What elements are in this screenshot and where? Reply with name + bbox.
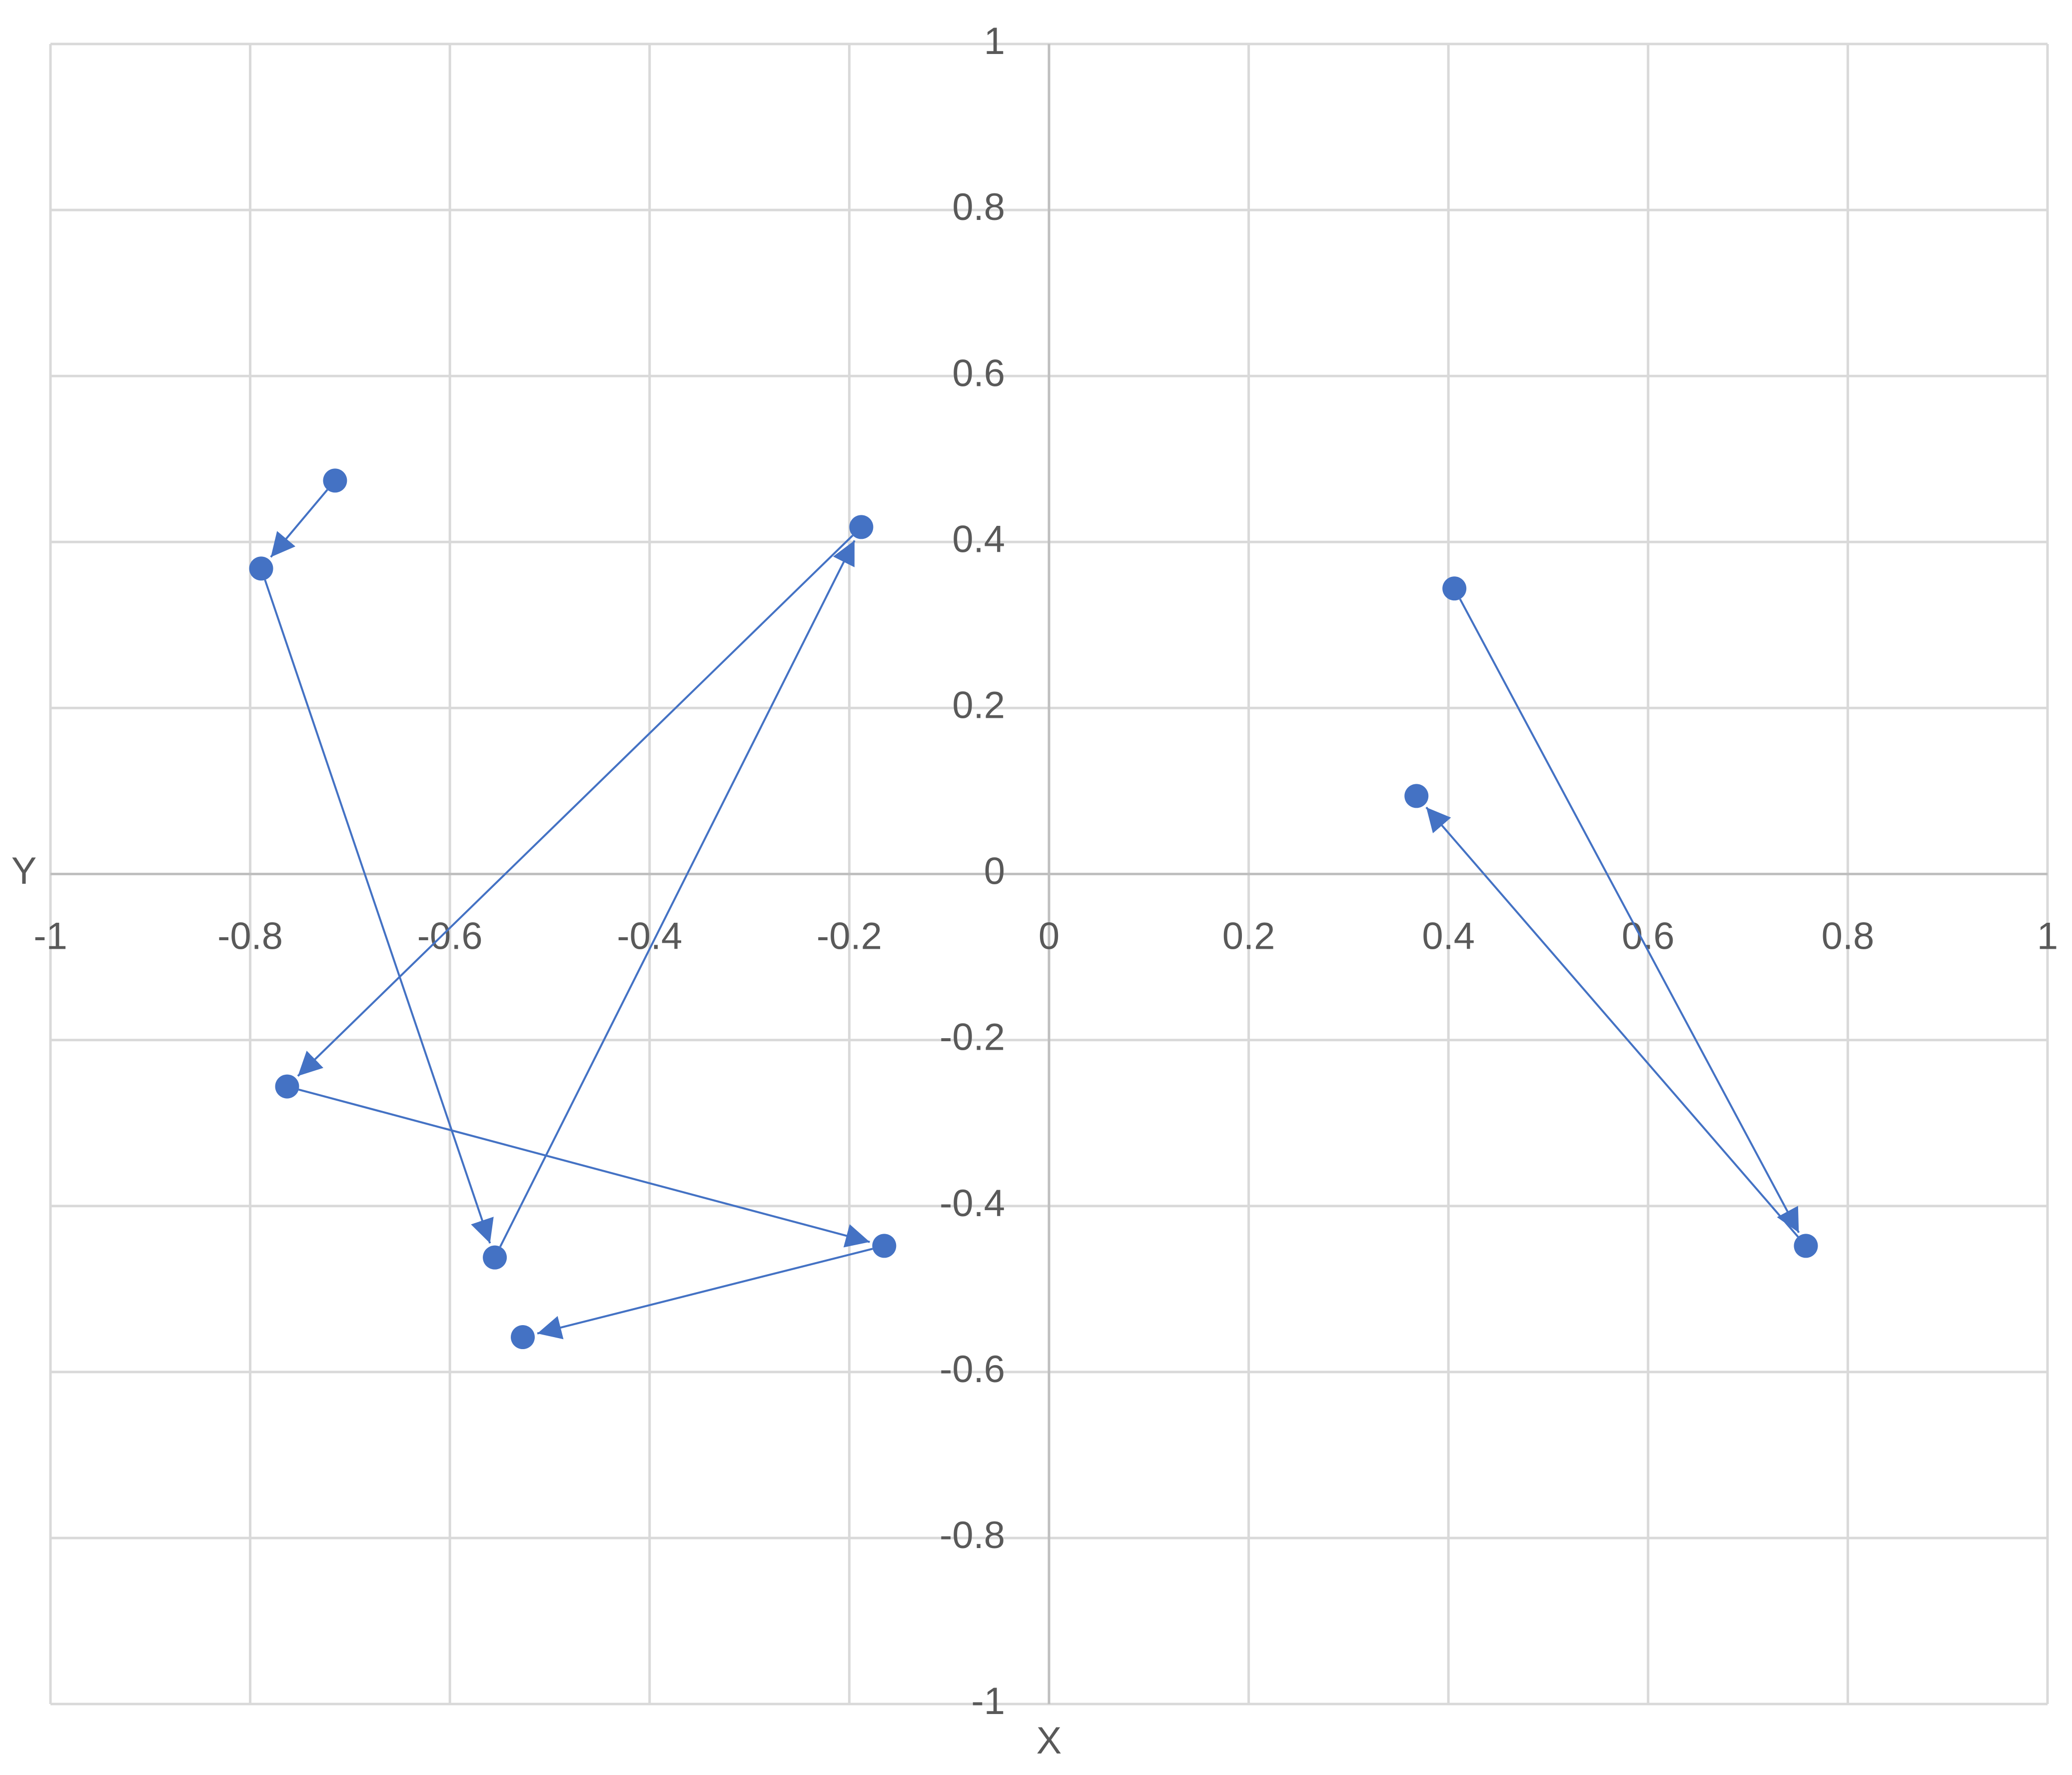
point — [1442, 576, 1467, 601]
arrow-segment — [499, 540, 856, 1248]
x-tick-label: -1 — [33, 915, 67, 958]
point — [323, 468, 347, 493]
y-tick-label: -0.6 — [940, 1348, 1005, 1391]
point — [511, 1325, 535, 1350]
y-tick-label: -1 — [971, 1680, 1005, 1723]
point — [1794, 1234, 1818, 1258]
x-tick-label: 0.8 — [1822, 915, 1875, 958]
x-tick-label: 0 — [1038, 915, 1059, 958]
point — [249, 556, 273, 581]
y-tick-label: -0.4 — [940, 1182, 1005, 1225]
x-tick-label: 0.2 — [1222, 915, 1275, 958]
arrow-segment — [1459, 598, 1800, 1233]
arrow-segment — [537, 1248, 873, 1340]
x-axis-title: X — [1036, 1720, 1062, 1762]
arrow-segment — [264, 579, 494, 1244]
y-tick-label: 0.4 — [952, 518, 1005, 560]
x-tick-label: 1 — [2037, 915, 2058, 958]
arrow-segment — [297, 534, 854, 1077]
x-tick-label: 0.4 — [1422, 915, 1475, 958]
y-tick-label: -0.8 — [940, 1514, 1005, 1557]
y-tick-label: 0.2 — [952, 684, 1005, 726]
point — [483, 1245, 507, 1270]
y-tick-label: 0.6 — [952, 352, 1005, 394]
point — [849, 515, 874, 539]
x-tick-label: -0.2 — [817, 915, 882, 958]
y-tick-label: -0.2 — [940, 1016, 1005, 1059]
arrow-segment — [1425, 806, 1799, 1238]
point — [872, 1234, 897, 1258]
y-tick-label: 1 — [984, 20, 1005, 62]
point — [275, 1074, 299, 1099]
y-axis-title: Y — [11, 850, 37, 892]
y-tick-label: 0.8 — [952, 186, 1005, 228]
x-tick-label: -0.8 — [217, 915, 283, 958]
y-tick-label: 0 — [984, 850, 1005, 893]
arrow-segment — [270, 489, 328, 558]
point — [1404, 784, 1429, 808]
arrow-segment — [298, 1088, 870, 1248]
